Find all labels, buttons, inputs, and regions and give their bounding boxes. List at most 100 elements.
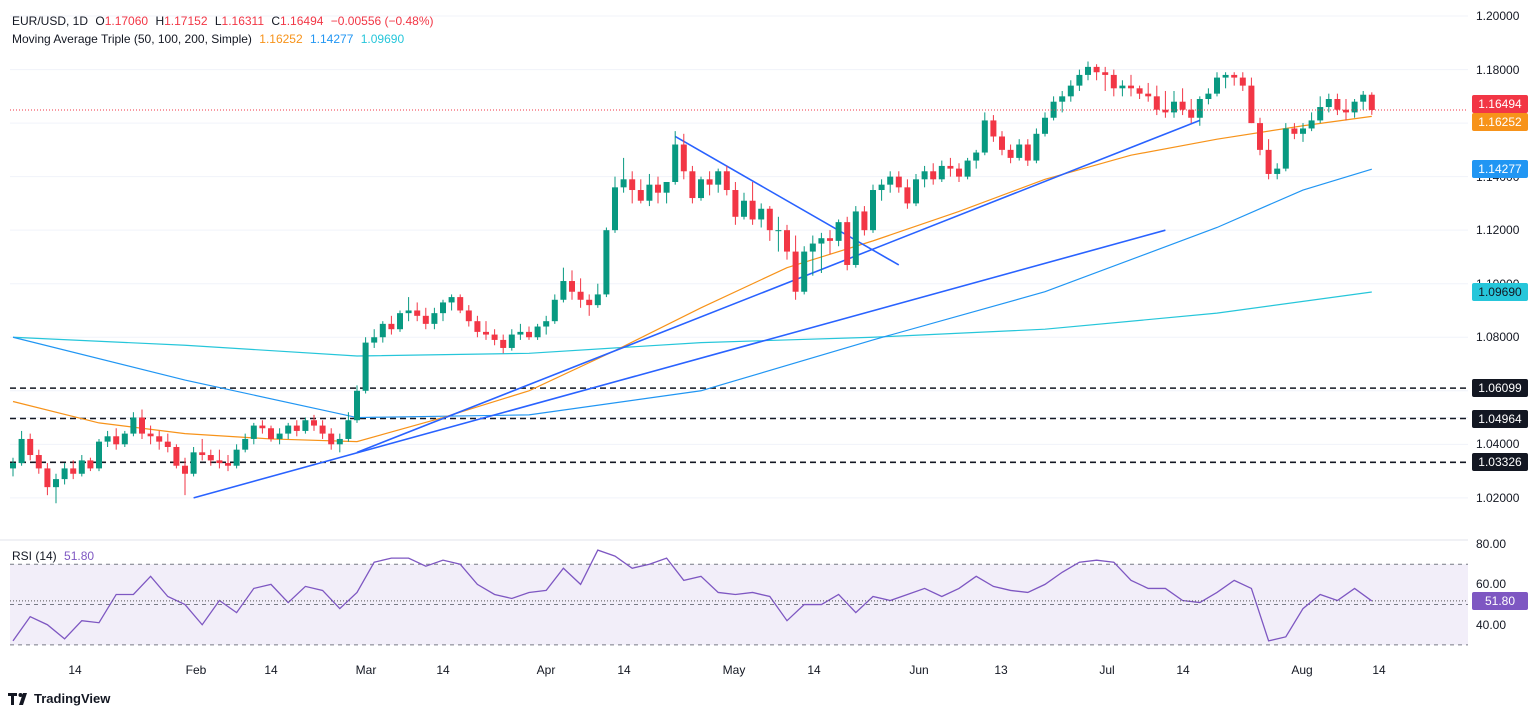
candle-body	[551, 299, 558, 322]
candle-body	[354, 390, 360, 421]
candle-body	[1368, 94, 1375, 110]
rsi-label[interactable]: RSI (14)	[12, 549, 57, 563]
candle-body	[637, 190, 644, 201]
candle-body	[895, 176, 902, 188]
candle-body	[1171, 101, 1177, 113]
price-axis-label: 1.04000	[1476, 437, 1520, 452]
open-value: 1.17060	[104, 14, 149, 28]
price-tag-ma200: 1.09690	[1472, 283, 1528, 301]
rsi-axis-label: 60.00	[1476, 577, 1507, 592]
candle-body	[397, 313, 403, 330]
candle-body	[1343, 109, 1349, 113]
candle-body	[10, 463, 16, 469]
candle-body	[1291, 128, 1298, 134]
candle-body	[852, 211, 859, 265]
low-label: L	[214, 14, 222, 28]
candle-body	[1179, 101, 1186, 110]
candle-body	[603, 230, 610, 295]
candle-body	[242, 438, 249, 450]
candle-body	[1102, 72, 1109, 75]
trendline	[193, 229, 1166, 499]
price-tag-rsi: 51.80	[1472, 591, 1528, 610]
candle-body	[749, 200, 756, 220]
candle-body	[1282, 128, 1289, 169]
candle-body	[336, 438, 343, 445]
candle-body	[1205, 93, 1212, 100]
ma50-value: 1.16252	[259, 32, 303, 46]
candle-body	[405, 310, 412, 314]
candle-body	[792, 251, 799, 292]
time-axis-label: 14	[1372, 663, 1386, 677]
candle-body	[921, 171, 928, 180]
candle-body	[1265, 149, 1272, 174]
candle-body	[259, 425, 266, 429]
brand-name: TradingView	[34, 691, 111, 706]
candle-body	[981, 120, 988, 153]
candle-body	[586, 299, 593, 306]
candle-body	[1188, 109, 1195, 118]
candle-body	[827, 238, 833, 241]
close-label: C	[271, 14, 281, 28]
candle-body	[741, 200, 747, 217]
candle-body	[1128, 85, 1134, 89]
candle-body	[1076, 74, 1083, 86]
time-axis-label: Mar	[355, 663, 377, 677]
low-value: 1.16311	[221, 14, 265, 28]
candle-body	[491, 334, 498, 340]
candle-body	[156, 436, 163, 442]
candle-body	[1231, 74, 1238, 78]
symbol-label[interactable]: EUR/USD, 1D	[12, 14, 89, 28]
candle-body	[371, 337, 378, 343]
rsi-axis-label: 80.00	[1476, 537, 1507, 552]
candle-body	[870, 190, 876, 231]
candle-body	[784, 230, 790, 252]
candle-body	[1248, 85, 1255, 124]
candle-body	[139, 417, 145, 434]
candle-body	[207, 455, 214, 461]
candle-body	[1136, 88, 1143, 94]
candle-body	[190, 452, 197, 474]
candle-body	[999, 136, 1005, 150]
candle-body	[698, 179, 704, 199]
candle-body	[964, 160, 971, 177]
candle-body	[78, 460, 85, 474]
ohlc-legend: EUR/USD, 1D O1.17060 H1.17152 L1.16311 C…	[12, 14, 438, 28]
candle-body	[861, 211, 868, 231]
candle-body	[930, 171, 937, 180]
candle-body	[663, 181, 670, 193]
candle-body	[1308, 120, 1315, 129]
tradingview-logo[interactable]: TradingView	[8, 691, 110, 706]
ma50-line	[12, 115, 1372, 443]
candle-body	[801, 251, 808, 292]
rsi-value: 51.80	[64, 549, 95, 563]
open-label: O	[95, 14, 105, 28]
candle-body	[388, 323, 395, 330]
high-label: H	[155, 14, 165, 28]
ma200-value: 1.09690	[360, 32, 405, 46]
candle-body	[809, 243, 816, 252]
candle-body	[732, 190, 739, 217]
time-axis-label: Feb	[185, 663, 207, 677]
change-value: −0.00556 (−0.48%)	[330, 14, 434, 28]
candle-body	[61, 468, 68, 480]
candle-body	[1033, 133, 1040, 161]
candle-body	[53, 479, 59, 488]
candle-body	[543, 321, 550, 327]
candle-body	[18, 438, 25, 464]
time-axis-label: Jul	[1099, 663, 1115, 677]
trendline	[356, 119, 1201, 454]
candle-body	[1050, 101, 1057, 118]
candle-body	[345, 420, 352, 439]
ma-legend: Moving Average Triple (50, 100, 200, Sim…	[12, 32, 408, 46]
candle-body	[1162, 109, 1169, 113]
candle-body	[500, 339, 507, 348]
candle-body	[947, 165, 954, 169]
candle-body	[1145, 93, 1152, 97]
candle-body	[577, 291, 584, 300]
ma-label[interactable]: Moving Average Triple (50, 100, 200, Sim…	[12, 32, 252, 46]
close-value: 1.16494	[280, 14, 324, 28]
candle-body	[225, 463, 231, 466]
price-tag-h1: 1.06099	[1472, 379, 1528, 398]
candle-body	[182, 465, 188, 474]
